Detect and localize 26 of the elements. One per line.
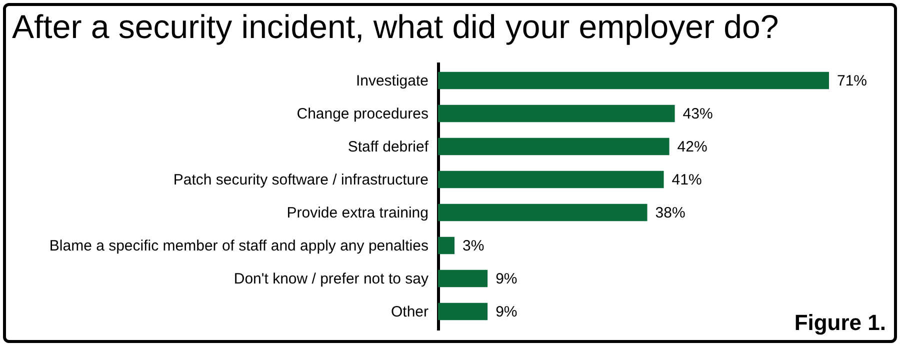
bar xyxy=(438,270,488,288)
chart-title: After a security incident, what did your employer do? xyxy=(12,8,779,46)
data-label: 38% xyxy=(655,204,686,222)
bar xyxy=(438,138,670,156)
data-label: 71% xyxy=(837,72,868,90)
data-label: 9% xyxy=(496,270,518,288)
bar xyxy=(438,170,664,188)
data-label: 41% xyxy=(672,172,702,188)
bar xyxy=(438,236,455,254)
bar xyxy=(438,104,675,122)
annotation: Figure 1. xyxy=(794,310,886,336)
data-label: 43% xyxy=(682,105,713,122)
data-label: 42% xyxy=(677,138,708,156)
y-tick-label: Provide extra training xyxy=(286,204,428,222)
data-label: 9% xyxy=(496,304,518,321)
bar xyxy=(438,302,488,320)
y-tick-label: Investigate xyxy=(356,72,428,90)
y-tick-label: Patch security software / infrastructure xyxy=(173,172,428,188)
bar xyxy=(438,72,829,90)
bar xyxy=(438,204,648,222)
y-tick-label: Other xyxy=(390,304,429,321)
y-tick-label: Staff debrief xyxy=(348,138,430,156)
y-tick-label: Don't know / prefer not to say xyxy=(234,270,429,288)
y-tick-label: Change procedures xyxy=(296,105,428,122)
data-label: 3% xyxy=(462,238,484,255)
y-tick-label: Blame a specific member of staff and apply any penalties xyxy=(49,238,428,255)
